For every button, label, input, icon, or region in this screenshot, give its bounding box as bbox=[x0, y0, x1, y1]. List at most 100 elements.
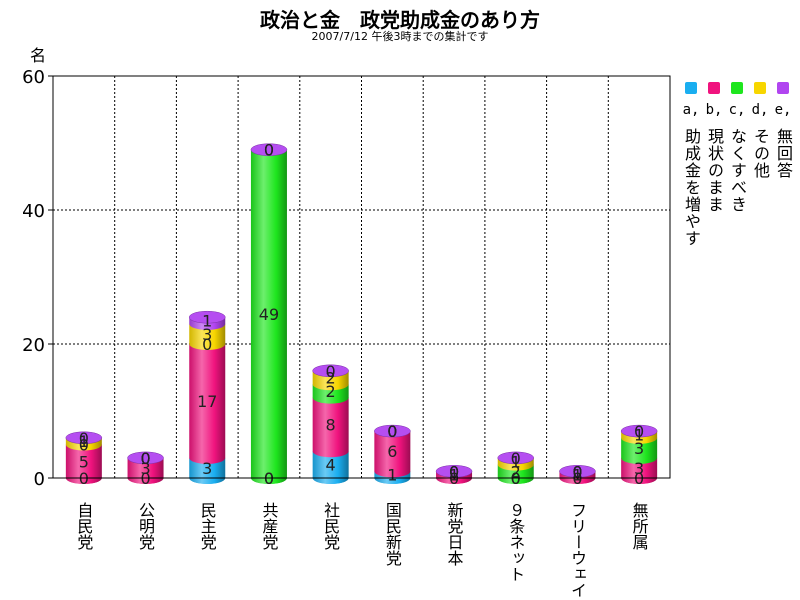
legend-key: d, bbox=[751, 102, 769, 118]
data-label-e: 1 bbox=[202, 312, 212, 331]
data-label-d: 0 bbox=[572, 462, 582, 481]
y-tick-label: 40 bbox=[22, 201, 45, 222]
data-label-a: 4 bbox=[326, 456, 336, 475]
data-label-e: 0 bbox=[634, 422, 644, 441]
data-label-c: 2 bbox=[326, 382, 336, 401]
bar-top-cap bbox=[374, 424, 411, 438]
x-category-label: 自民党 bbox=[74, 502, 93, 551]
legend-item-c: c, なくすべき bbox=[728, 82, 747, 213]
data-label-d: 0 bbox=[264, 141, 274, 160]
data-label-d: 0 bbox=[449, 462, 459, 481]
data-label-c: 3 bbox=[634, 439, 644, 458]
data-label-d: 1 bbox=[79, 432, 89, 451]
bar-segment-c bbox=[621, 437, 658, 464]
data-label-b: 3 bbox=[140, 459, 150, 478]
data-label-a: 3 bbox=[202, 459, 212, 478]
data-label-e: 0 bbox=[511, 449, 521, 468]
data-label-d: 1 bbox=[634, 425, 644, 444]
legend-item-b: b, 現状のまま bbox=[705, 82, 724, 213]
x-category-label: 新党日本 bbox=[445, 502, 464, 566]
x-category-label: ９条ネット bbox=[506, 502, 525, 582]
bar-segment-b bbox=[127, 457, 164, 484]
y-axis-unit-label: 名 bbox=[30, 46, 47, 65]
bar-top-cap bbox=[250, 143, 288, 156]
data-label-e: 0 bbox=[449, 462, 459, 481]
data-label-e: 0 bbox=[140, 449, 150, 468]
green-cylinder-icon bbox=[731, 82, 743, 94]
legend-item-a: a, 助成金を増やす bbox=[682, 82, 701, 247]
bar-segment-b bbox=[189, 344, 226, 464]
bar-top-cap bbox=[435, 465, 473, 478]
legend-item-e: e, 無回答 bbox=[774, 82, 793, 179]
legend-key: a, bbox=[682, 102, 700, 118]
legend-label: その他 bbox=[751, 128, 770, 179]
data-label-b: 5 bbox=[79, 452, 89, 471]
legend-key: b, bbox=[705, 102, 723, 118]
bar-top-cap bbox=[189, 310, 226, 324]
legend-label: なくすべき bbox=[728, 128, 747, 213]
data-label-c: 0 bbox=[449, 462, 459, 481]
yellow-cylinder-icon bbox=[754, 82, 766, 94]
bar-top-cap bbox=[559, 465, 596, 478]
legend-key: e, bbox=[774, 102, 792, 118]
data-label-c: 0 bbox=[387, 422, 397, 441]
data-label-a: 1 bbox=[387, 466, 397, 485]
legend-label: 無回答 bbox=[774, 128, 793, 179]
bar-segment-a bbox=[189, 457, 226, 485]
data-label-d: 3 bbox=[202, 325, 212, 344]
data-label-d: 1 bbox=[511, 452, 521, 471]
data-label-e: 0 bbox=[264, 141, 274, 160]
data-label-d: 2 bbox=[326, 369, 336, 388]
data-label-b: 3 bbox=[634, 459, 644, 478]
x-category-label: 国民新党 bbox=[383, 502, 402, 567]
bar-top-cap bbox=[620, 424, 658, 438]
data-label-b: 1 bbox=[449, 466, 459, 485]
x-category-label: 公明党 bbox=[136, 502, 155, 551]
bar-segment-b bbox=[312, 397, 349, 458]
data-label-d: 0 bbox=[387, 422, 397, 441]
bar-segment-c bbox=[250, 149, 287, 484]
y-tick-label: 60 bbox=[22, 67, 45, 88]
y-tick-label: 20 bbox=[22, 335, 45, 356]
x-category-label: 社民党 bbox=[321, 502, 340, 551]
data-label-c: 49 bbox=[259, 305, 279, 324]
legend-item-d: d, その他 bbox=[751, 82, 770, 179]
data-label-c: 0 bbox=[572, 462, 582, 481]
bar-top-cap bbox=[497, 451, 534, 465]
data-label-b: 6 bbox=[387, 442, 397, 461]
chart-title: 政治と金 政党助成金のあり方 bbox=[260, 8, 540, 32]
data-label-b: 1 bbox=[572, 466, 582, 485]
data-label-d: 0 bbox=[140, 449, 150, 468]
data-label-e: 0 bbox=[79, 429, 89, 448]
data-label-c: 0 bbox=[202, 335, 212, 354]
bar-segment-b bbox=[65, 444, 102, 485]
data-label-b: 17 bbox=[197, 392, 217, 411]
data-label-c: 2 bbox=[511, 462, 521, 481]
legend-label: 現状のまま bbox=[705, 128, 724, 213]
data-label-e: 0 bbox=[326, 362, 336, 381]
chart-subtitle: 2007/7/12 午後3時までの集計です bbox=[311, 30, 489, 43]
legend-label: 助成金を増やす bbox=[682, 128, 701, 247]
bar-top-cap bbox=[65, 431, 103, 445]
data-label-c: 0 bbox=[140, 449, 150, 468]
data-label-b: 8 bbox=[326, 415, 336, 434]
bar-segment-a bbox=[312, 451, 349, 485]
x-category-label: フリーウェイ bbox=[568, 502, 587, 598]
x-category-label: 共産党 bbox=[259, 502, 278, 551]
data-label-e: 0 bbox=[387, 422, 397, 441]
legend-key: c, bbox=[728, 102, 746, 118]
bar-top-cap bbox=[127, 451, 164, 465]
bar-segment-b bbox=[621, 457, 658, 485]
magenta-cylinder-icon bbox=[708, 82, 720, 94]
data-label-e: 0 bbox=[572, 462, 582, 481]
bar-top-cap bbox=[312, 364, 349, 378]
x-category-label: 無所属 bbox=[630, 502, 649, 550]
x-category-label: 民主党 bbox=[198, 502, 217, 551]
bar-segment-b bbox=[374, 431, 411, 478]
data-label-c: 0 bbox=[79, 436, 89, 455]
bar-segment-d bbox=[189, 323, 226, 350]
cyan-cylinder-icon bbox=[685, 82, 697, 94]
purple-cylinder-icon bbox=[777, 82, 789, 94]
y-tick-label: 0 bbox=[34, 469, 45, 490]
